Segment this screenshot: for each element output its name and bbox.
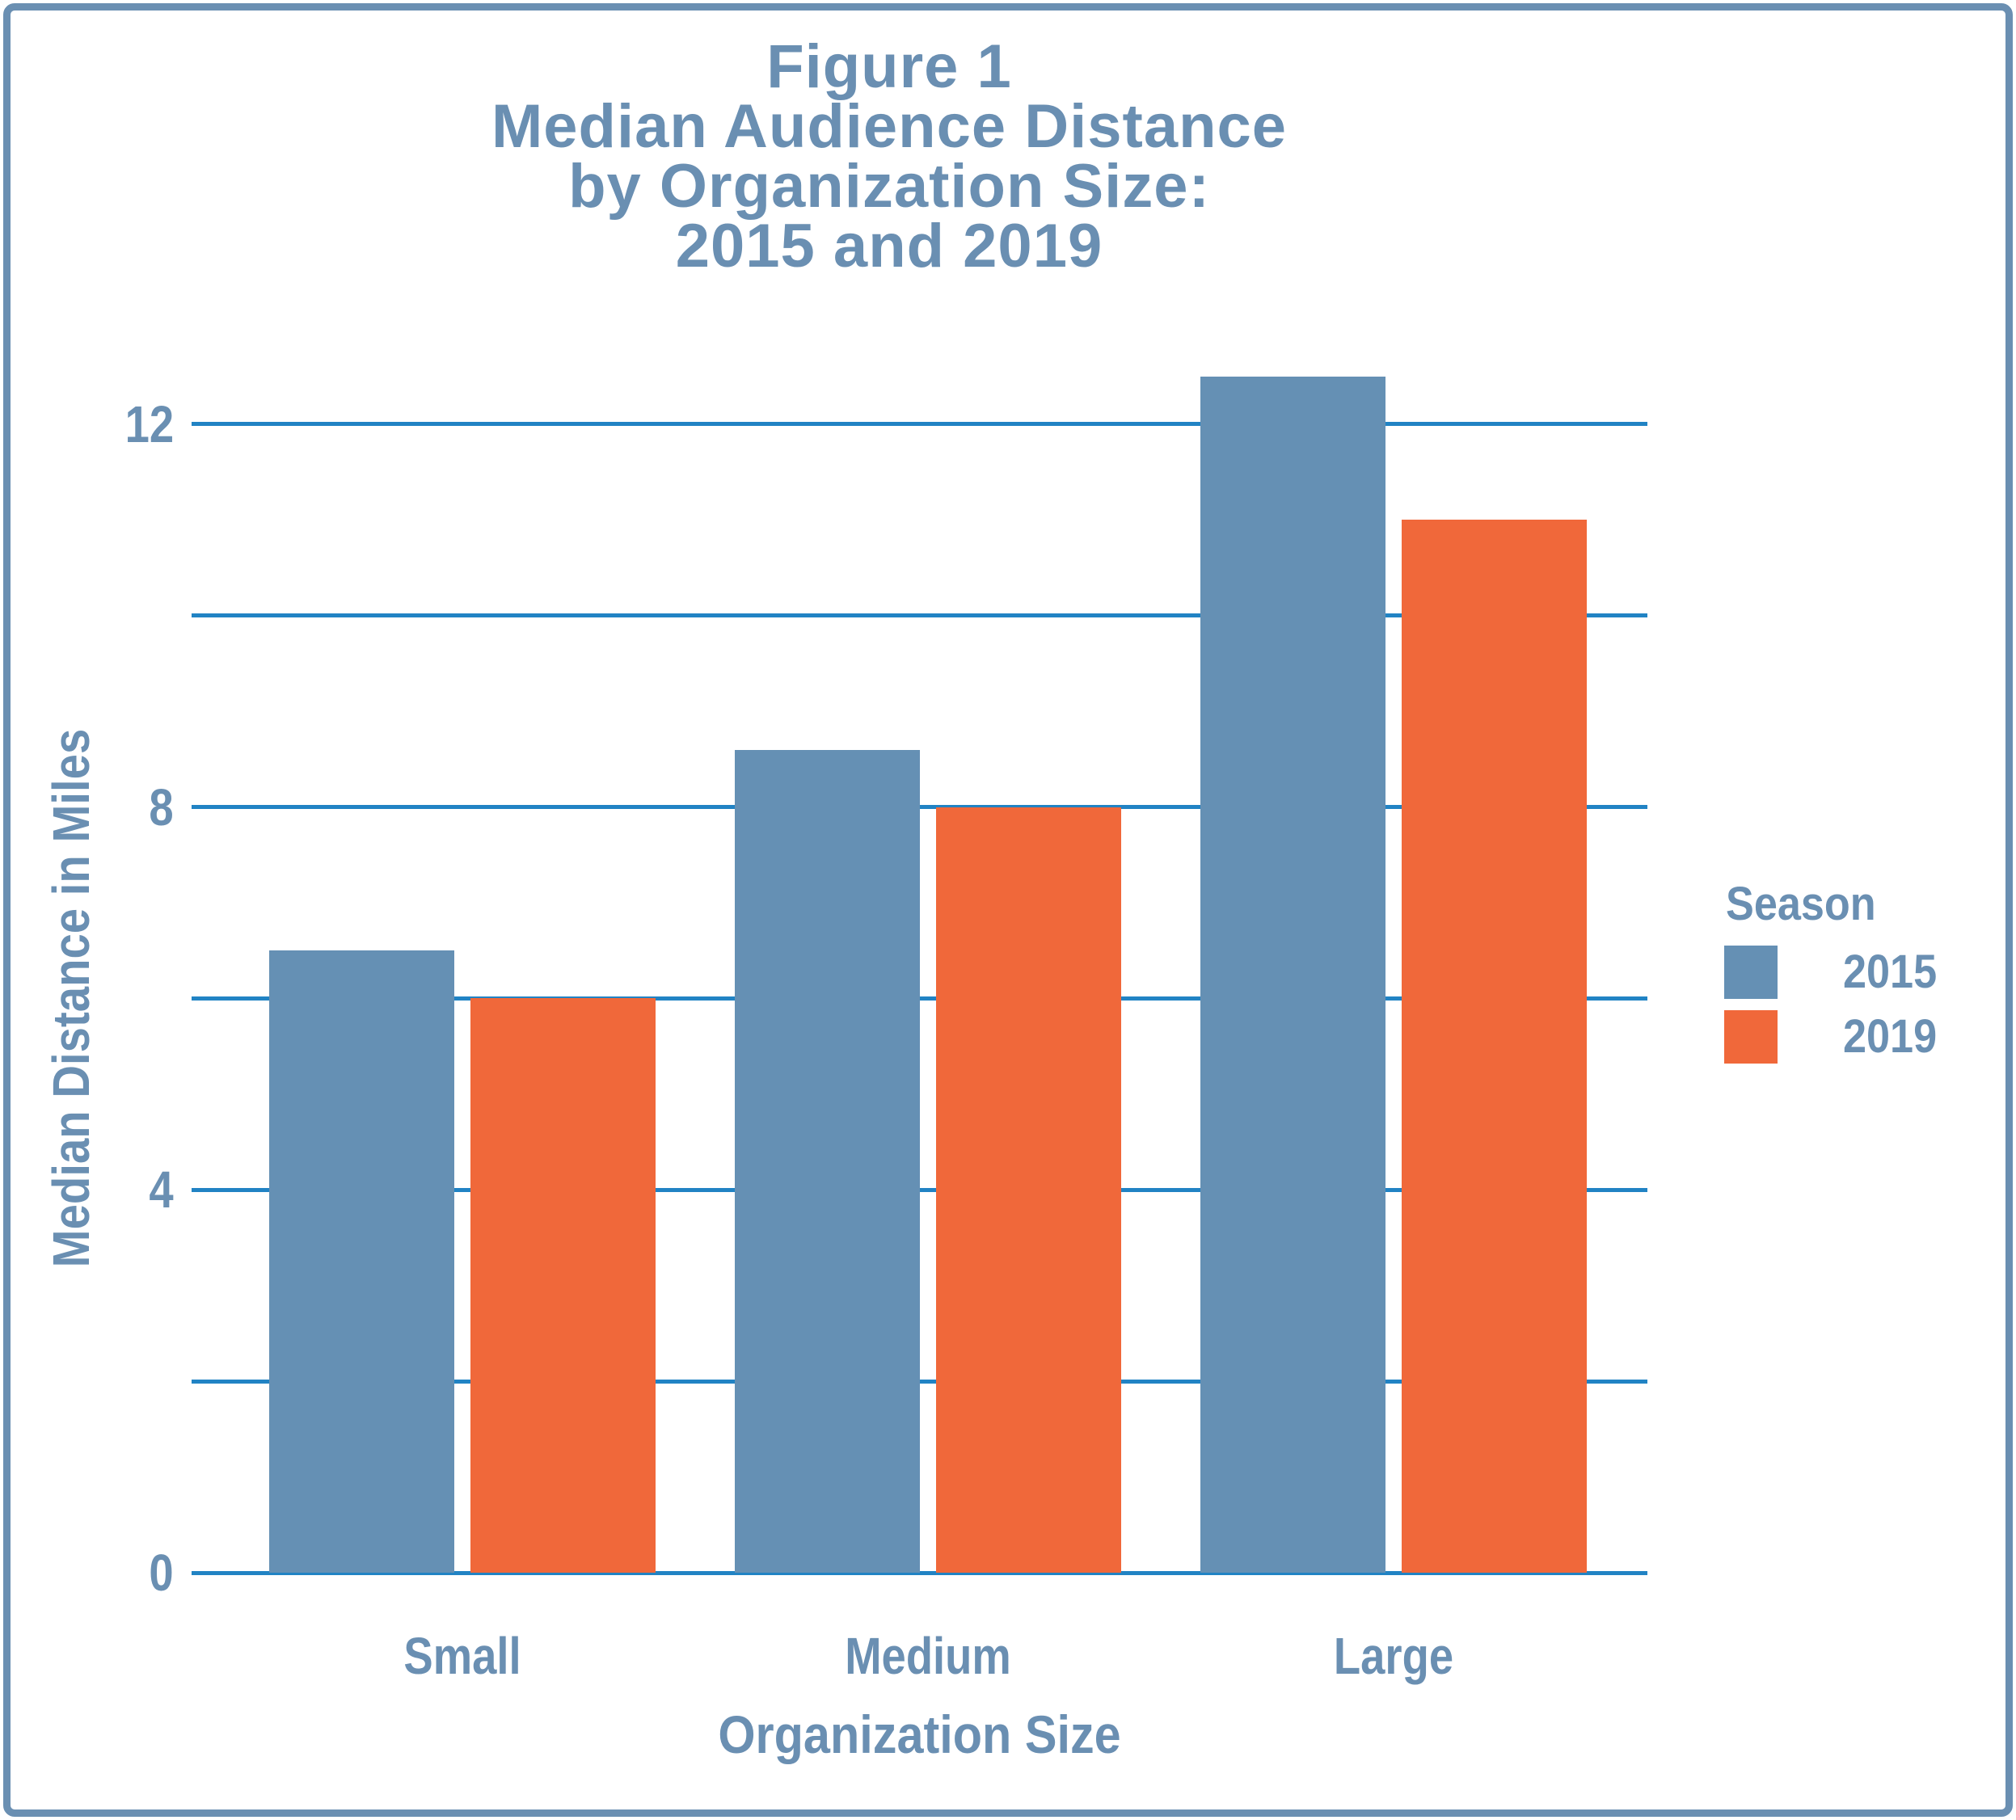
y-tick-label-4: 4 [149,1161,174,1220]
y-axis-title: Median Distance in Miles [42,728,100,1268]
x-category-label-small: Small [403,1627,521,1685]
legend-item-2019: 2019 [1714,1010,1989,1064]
legend-label-2019: 2019 [1843,1010,1938,1063]
legend-label-2015: 2015 [1843,946,1938,998]
bar-medium-2019 [936,807,1121,1573]
x-axis-title: Organization Size [718,1704,1121,1764]
y-tick-label-8: 8 [149,777,174,836]
legend-title: Season [1726,878,1876,930]
title-line-2: Median Audience Distance [491,92,1288,161]
legend-item-2015: 2015 [1714,946,1989,999]
bar-large-2019 [1402,520,1587,1573]
bar-large-2015 [1200,376,1385,1573]
x-category-label-large: Large [1333,1627,1454,1685]
legend-swatch-2019 [1724,1010,1778,1064]
chart-title: Figure 1 Median Audience Distance by Org… [162,32,1617,280]
bar-medium-2015 [735,749,920,1573]
legend-swatch-2015 [1724,946,1778,999]
chart-border-frame [3,3,2013,1817]
x-category-label-medium: Medium [845,1627,1011,1685]
gridline-12 [192,422,1647,427]
bar-small-2015 [269,950,454,1573]
gridline-0 [192,1570,1647,1575]
y-tick-label-12: 12 [124,394,174,453]
title-line-3: by Organization Size: [568,152,1210,221]
title-line-4: 2015 and 2019 [675,212,1103,280]
gridline-10 [192,613,1647,618]
bar-small-2019 [470,998,656,1573]
title-line-1: Figure 1 [766,32,1012,101]
y-tick-label-0: 0 [149,1544,174,1602]
